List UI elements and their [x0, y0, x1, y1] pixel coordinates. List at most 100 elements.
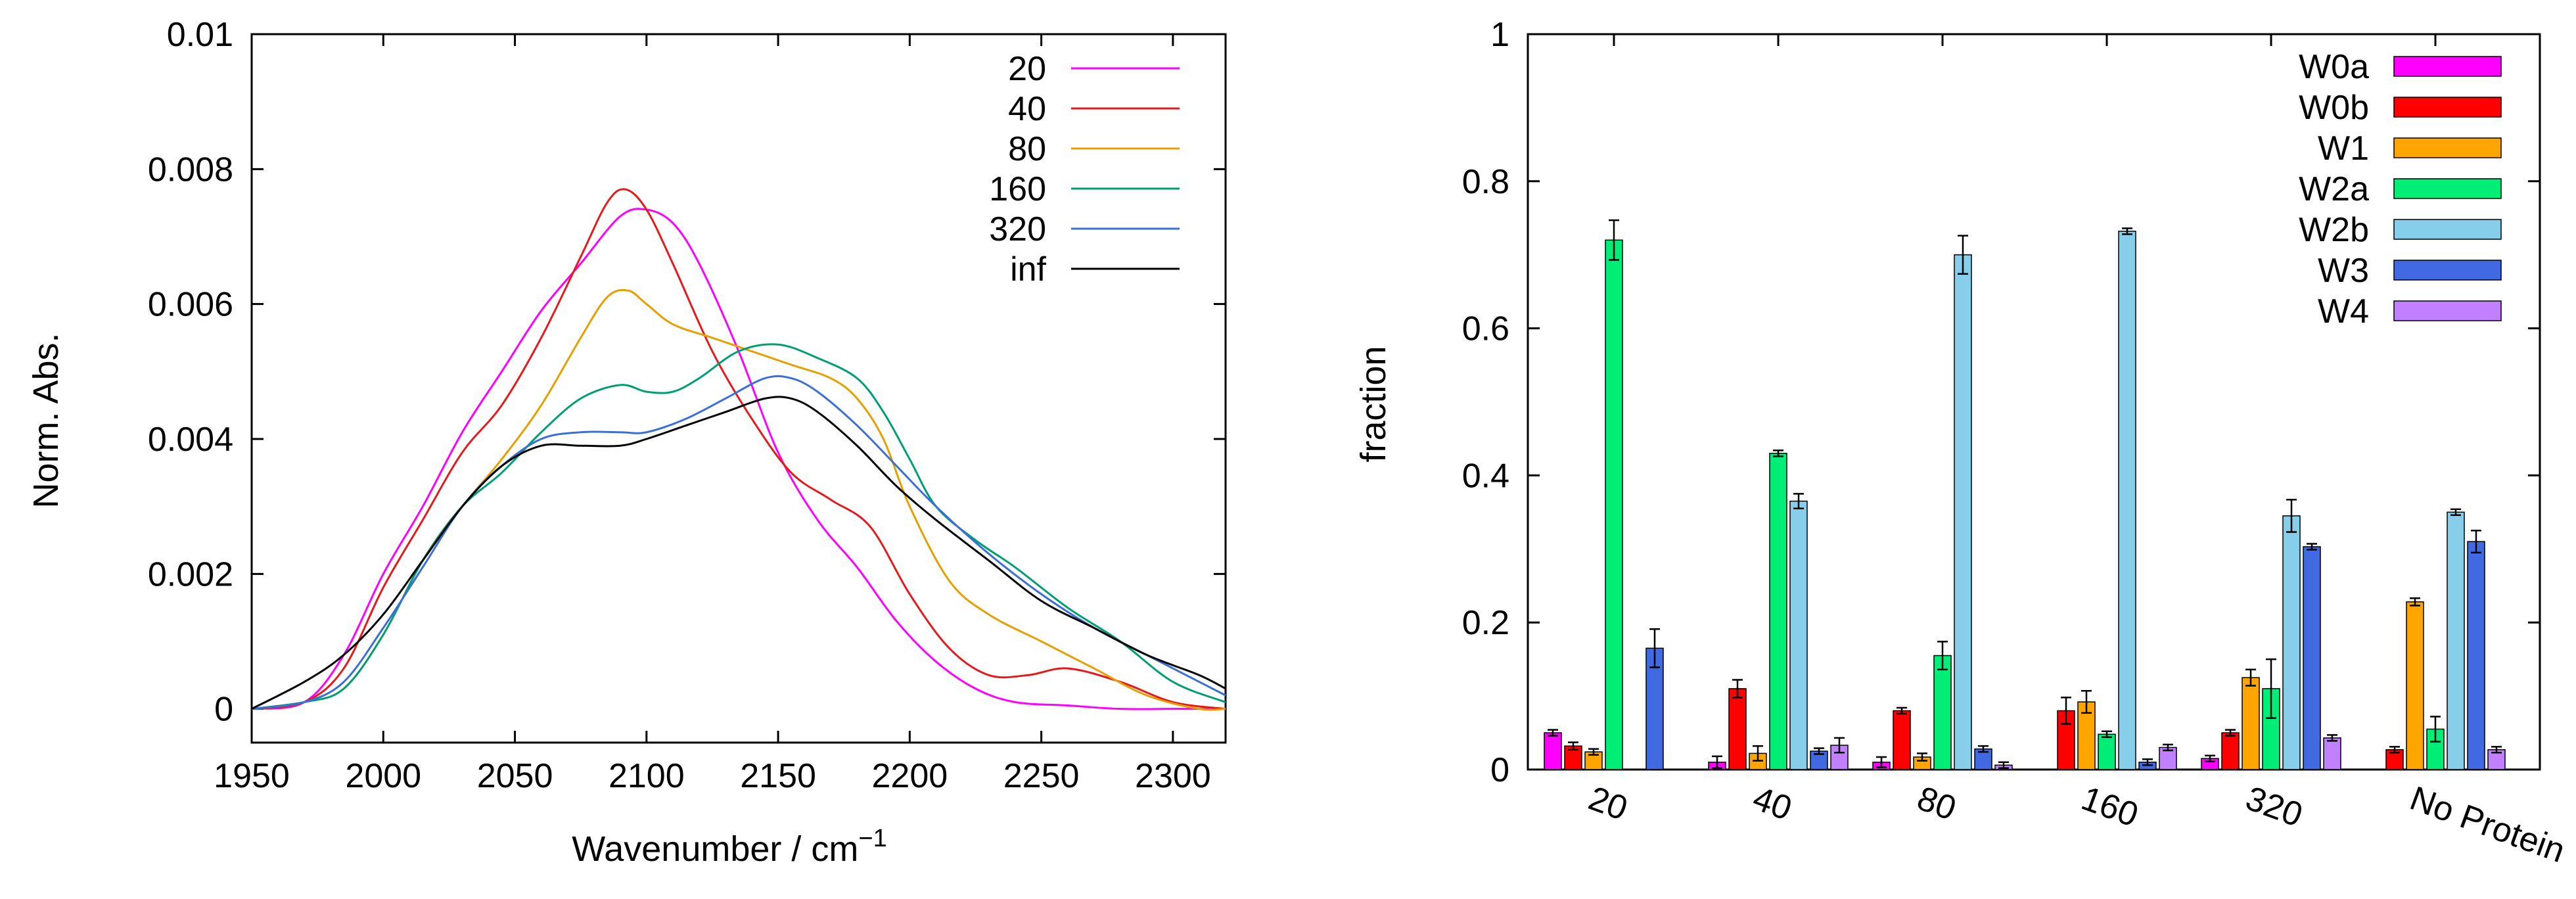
fraction-legend-swatch-W4 [2393, 300, 2502, 321]
fraction-bar-W2b [2118, 231, 2136, 770]
spectrum-y-axis-label: Norm. Abs. [26, 333, 66, 508]
fraction-y-tick-label: 0.4 [1462, 457, 1509, 495]
fraction-bar-W2a [1605, 239, 1623, 770]
fraction-bar-W2b [1954, 254, 1972, 770]
fraction-category-label: 80 [1912, 779, 1961, 828]
fraction-legend-swatch-W0b [2393, 97, 2502, 118]
spectrum-y-tick-label: 0.01 [167, 16, 233, 54]
spectrum-legend-label-20: 20 [1008, 50, 1046, 88]
fraction-legend-swatch-W3 [2393, 260, 2502, 281]
fraction-legend-swatch-W2a [2393, 178, 2502, 199]
spectrum-x-axis-label: Wavenumber / cm−1 [572, 825, 886, 869]
fraction-bar-W0b [2221, 732, 2240, 770]
fraction-bars [1544, 219, 2506, 770]
fraction-bar-W3 [1810, 750, 1828, 770]
fraction-bar-W1 [2242, 677, 2260, 770]
fraction-bar-W2b [1789, 500, 1808, 770]
spectrum-legend-label-80: 80 [1008, 130, 1046, 168]
fraction-bar-W4 [2159, 747, 2177, 770]
fraction-legend-swatch-W1 [2393, 137, 2502, 158]
fraction-bar-W0b [2057, 710, 2075, 770]
fraction-bar-W0a [1708, 762, 1726, 770]
spectrum-y-tick-label: 0.008 [148, 150, 233, 189]
fraction-bar-W2a [2426, 728, 2445, 770]
spectrum-legend-label-inf: inf [1010, 250, 1046, 288]
fraction-legend-label-W4: W4 [2318, 292, 2369, 331]
fraction-bar-W0a [1872, 762, 1891, 770]
spectrum-plot-frame [250, 33, 1227, 744]
spectrum-x-tick-label: 2050 [477, 757, 553, 795]
fraction-axes: 0 0.2 0.4 0.6 0.8 1 20 40 80 160 320 No Protein [1462, 16, 2570, 870]
fraction-bar-W0b [1893, 710, 1911, 770]
fraction-bar-W1 [1913, 756, 1931, 770]
fraction-bar-W2a [1769, 453, 1787, 770]
spectrum-x-axis-label-main: Wavenumber / cm [572, 829, 858, 869]
fraction-y-tick-label: 0.8 [1462, 163, 1509, 201]
fraction-bar-W1 [2406, 601, 2424, 770]
spectrum-line-320 [251, 375, 1226, 710]
fraction-bar-W2a [1933, 655, 1952, 770]
spectrum-line-inf [251, 396, 1226, 710]
fraction-bar-W0a [2201, 758, 2219, 770]
spectrum-series [251, 188, 1226, 711]
fraction-bar-W0a [1544, 732, 1562, 770]
fraction-bar-W3 [1974, 748, 1992, 770]
fraction-bar-W1 [1584, 751, 1603, 770]
fraction-bar-W2b [2447, 511, 2465, 770]
fraction-category-label: 20 [1584, 779, 1632, 828]
fraction-legend-label-W3: W3 [2318, 252, 2369, 290]
fraction-bar-W2a [2262, 688, 2280, 770]
spectrum-x-tick-label: 2200 [872, 757, 948, 795]
fraction-y-tick-label: 0.2 [1462, 604, 1509, 642]
fraction-y-tick-label: 1 [1490, 16, 1509, 54]
fraction-bar-W0b [1728, 688, 1747, 770]
spectrum-line-chart: 1950 2000 2050 2100 2150 2200 2250 2300 0 0.002 0.… [26, 16, 1227, 869]
fraction-legend-label-W1: W1 [2318, 129, 2369, 168]
spectrum-legend-label-320: 320 [989, 210, 1046, 248]
spectrum-legend-label-40: 40 [1008, 90, 1046, 128]
fraction-bar-W2b [2282, 515, 2301, 770]
spectrum-x-tick-label: 1950 [214, 757, 290, 795]
fraction-legend-label-W2b: W2b [2299, 211, 2369, 249]
fraction-bar-W4 [2323, 737, 2341, 770]
spectrum-x-tick-label: 2250 [1003, 757, 1080, 795]
fraction-bar-W0b [1564, 745, 1582, 770]
fraction-bar-W3 [2467, 541, 2485, 770]
spectrum-x-tick-label: 2000 [345, 757, 421, 795]
spectrum-x-tick-label: 2100 [609, 757, 685, 795]
fraction-category-label: 320 [2241, 779, 2307, 835]
spectrum-x-axis-label-superscript: −1 [858, 825, 886, 852]
fraction-legend-label-W0a: W0a [2299, 48, 2369, 86]
fraction-y-tick-label: 0.6 [1462, 310, 1509, 348]
fraction-plot-frame [1527, 33, 2541, 771]
fraction-bar-W1 [2077, 701, 2096, 770]
fraction-legend-label-W0b: W0b [2299, 89, 2369, 127]
fraction-bar-W2a [2098, 733, 2116, 770]
fraction-y-tick-label: 0 [1490, 751, 1509, 789]
fraction-y-axis-label: fraction [1354, 346, 1393, 462]
fraction-bar-W4 [1994, 764, 2013, 770]
spectrum-y-tick-label: 0.004 [148, 421, 233, 459]
spectrum-line-40 [251, 188, 1226, 710]
spectrum-line-20 [251, 208, 1226, 710]
fraction-legend-swatch-W0a [2393, 56, 2502, 77]
fraction-bar-W3 [1645, 647, 1664, 770]
fraction-category-label: No Protein [2405, 779, 2570, 871]
spectrum-y-tick-label: 0.006 [148, 286, 233, 324]
fraction-category-label: 40 [1748, 779, 1797, 828]
fraction-legend-label-W2a: W2a [2299, 170, 2369, 208]
spectrum-axes: 1950 2000 2050 2100 2150 2200 2250 2300 0 0.002 0.… [148, 16, 1227, 795]
fraction-bar-W0b [2385, 749, 2404, 770]
fraction-legend-swatch-W2b [2393, 219, 2502, 240]
spectrum-legend-label-160: 160 [989, 170, 1046, 208]
spectrum-y-tick-label: 0.002 [148, 555, 233, 593]
spectrum-x-tick-label: 2300 [1135, 757, 1211, 795]
spectrum-x-tick-label: 2150 [740, 757, 816, 795]
fraction-category-label: 160 [2077, 779, 2143, 835]
fraction-bar-W1 [1749, 752, 1767, 770]
fraction-bar-W4 [2487, 749, 2506, 770]
spectrum-y-tick-label: 0 [214, 691, 233, 729]
fraction-bar-W3 [2303, 546, 2321, 770]
